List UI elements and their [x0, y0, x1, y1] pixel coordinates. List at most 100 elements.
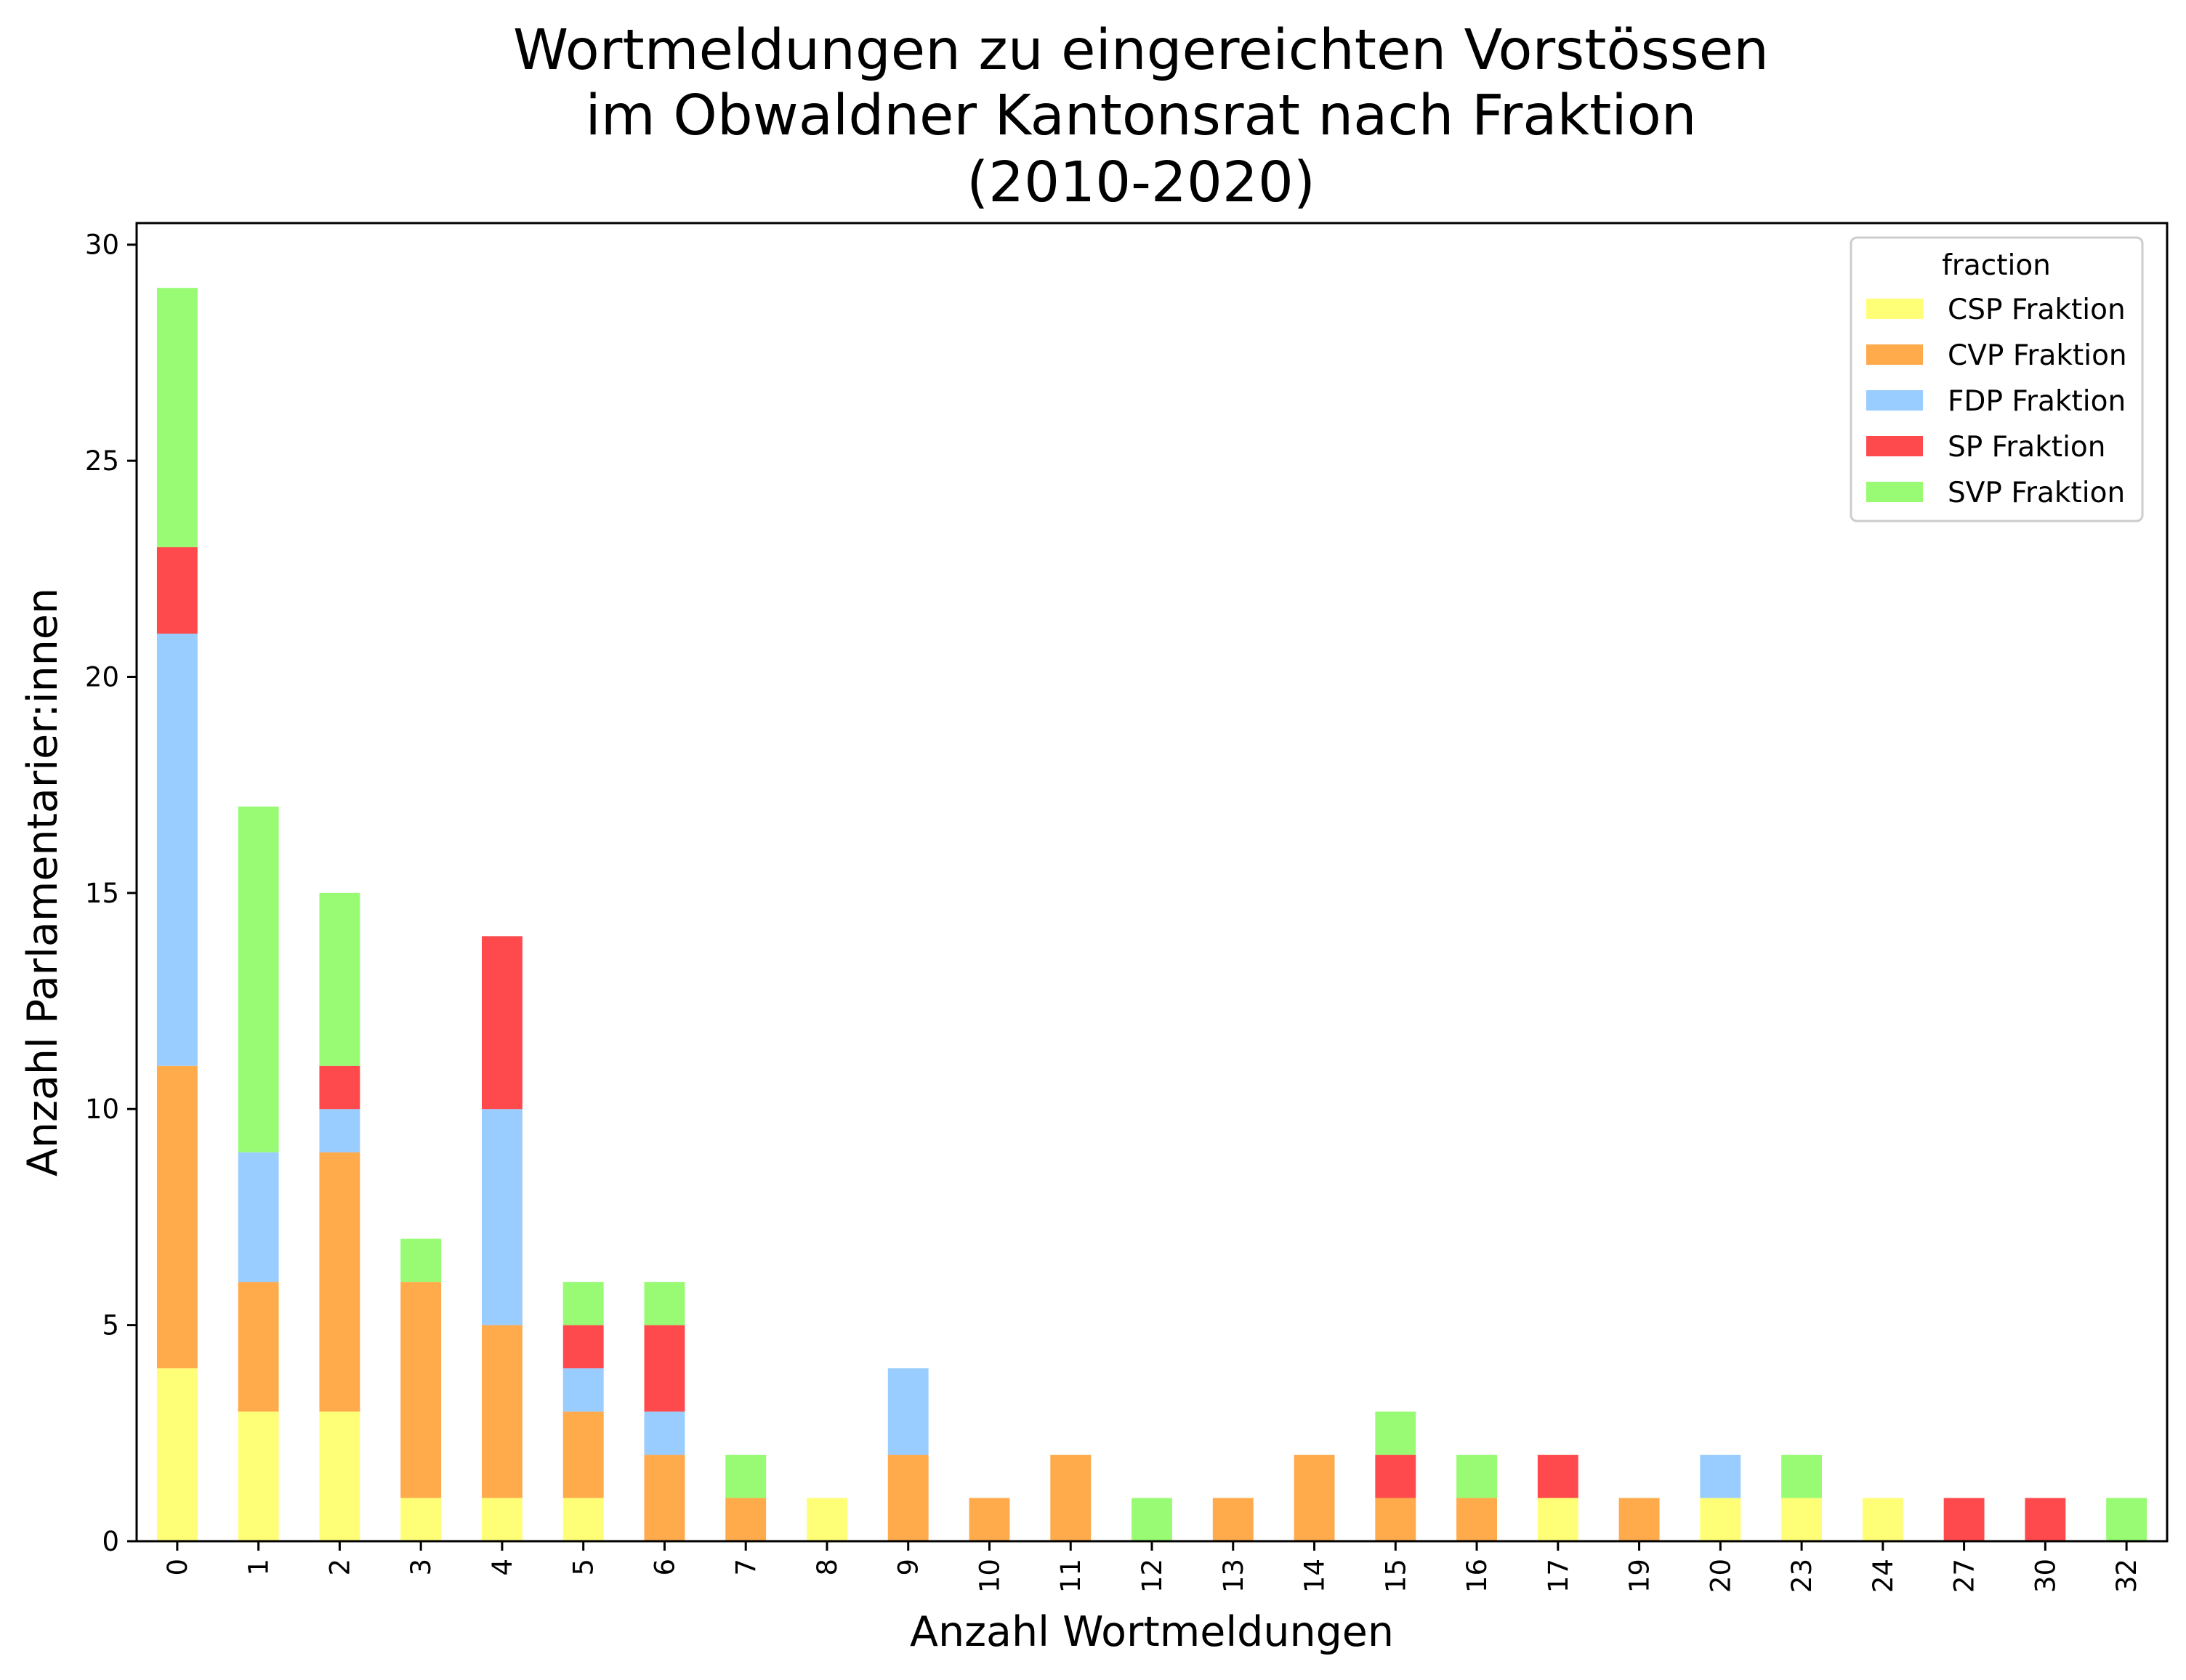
legend: fraction CSP Fraktion CVP Fraktion FDP Fra… [1850, 236, 2144, 522]
bar-segment-fdp-fraktion-4 [481, 1109, 523, 1325]
y-axis-label: Anzahl Parlamentarier:innen [19, 588, 67, 1176]
x-tick-label: 17 [1543, 1559, 1574, 1593]
bar-segment-fdp-fraktion-9 [887, 1368, 929, 1455]
bar-segment-svp-fraktion-5 [562, 1282, 604, 1325]
x-tick-label: 10 [974, 1559, 1005, 1593]
bar-segment-svp-fraktion-3 [400, 1238, 442, 1283]
bar-segment-fdp-fraktion-1 [238, 1152, 279, 1283]
bar-segment-cvp-fraktion-9 [887, 1455, 929, 1541]
bar-segment-cvp-fraktion-16 [1456, 1498, 1497, 1541]
x-tick-label: 20 [1705, 1559, 1736, 1593]
chart-title: Wortmeldungen zu eingereichten Vorstösse… [513, 18, 1769, 215]
bar-segment-csp-fraktion-17 [1537, 1498, 1578, 1541]
legend-swatch [1866, 344, 1923, 365]
y-tick-label: 20 [85, 661, 119, 692]
bar-segment-cvp-fraktion-4 [481, 1325, 523, 1498]
x-tick-label: 30 [2030, 1559, 2061, 1593]
bar-segment-cvp-fraktion-5 [562, 1411, 604, 1498]
bar-segment-sp-fraktion-17 [1537, 1455, 1578, 1498]
chart-title-line-3: (2010-2020) [967, 150, 1315, 215]
bar-segment-csp-fraktion-0 [156, 1368, 198, 1541]
x-tick-label: 14 [1299, 1559, 1331, 1593]
x-tick-label: 6 [649, 1559, 680, 1576]
x-tick-label: 11 [1055, 1559, 1086, 1593]
bar-segment-sp-fraktion-27 [1943, 1498, 1985, 1541]
legend-swatch [1866, 436, 1923, 456]
x-tick-label: 8 [812, 1559, 843, 1576]
y-tick-label: 0 [102, 1526, 119, 1557]
bar-segment-cvp-fraktion-2 [319, 1152, 360, 1412]
x-tick-label: 32 [2111, 1559, 2142, 1593]
x-axis: 0 1 2 3 4 5 6 7 8 9 10 11 12 13 14 15 16 17 19 20 23 24 27 30 32 [162, 1541, 2142, 1593]
bar-segment-svp-fraktion-2 [319, 892, 360, 1066]
x-tick-label: 23 [1786, 1559, 1818, 1593]
x-tick-label: 9 [893, 1559, 924, 1576]
bar-segment-svp-fraktion-15 [1375, 1411, 1416, 1455]
legend-label: FDP Fraktion [1948, 385, 2126, 418]
x-tick-label: 15 [1380, 1559, 1411, 1593]
bar-segment-csp-fraktion-2 [319, 1411, 360, 1541]
bar-segment-svp-fraktion-6 [644, 1282, 685, 1325]
bar-segment-svp-fraktion-1 [238, 806, 279, 1152]
bar-segment-cvp-fraktion-3 [400, 1282, 442, 1498]
bar-segment-svp-fraktion-32 [2106, 1498, 2147, 1541]
bar-group [156, 288, 2147, 1541]
bar-segment-sp-fraktion-30 [2025, 1498, 2066, 1541]
bar-segment-svp-fraktion-23 [1781, 1455, 1823, 1498]
bar-segment-sp-fraktion-6 [644, 1325, 685, 1412]
bar-segment-cvp-fraktion-10 [969, 1498, 1010, 1541]
x-tick-label: 3 [406, 1559, 437, 1576]
y-axis: 0 5 10 15 20 25 30 [85, 230, 137, 1557]
x-tick-label: 4 [487, 1559, 518, 1576]
bar-segment-csp-fraktion-5 [562, 1498, 604, 1541]
bar-segment-fdp-fraktion-2 [319, 1109, 360, 1152]
bar-segment-cvp-fraktion-11 [1050, 1455, 1092, 1541]
x-tick-label: 7 [730, 1559, 762, 1576]
x-tick-label: 2 [324, 1559, 355, 1576]
legend-title: fraction [1942, 249, 2051, 282]
legend-swatch [1866, 482, 1923, 502]
bar-segment-cvp-fraktion-0 [156, 1065, 198, 1369]
x-tick-label: 19 [1624, 1559, 1655, 1593]
legend-frame [1850, 236, 2144, 522]
bar-segment-cvp-fraktion-6 [644, 1455, 685, 1541]
legend-label: CVP Fraktion [1948, 339, 2127, 372]
bar-segment-cvp-fraktion-1 [238, 1282, 279, 1412]
bar-segment-cvp-fraktion-15 [1375, 1498, 1416, 1541]
chart-title-line-1: Wortmeldungen zu eingereichten Vorstösse… [513, 18, 1769, 83]
bar-segment-sp-fraktion-2 [319, 1065, 360, 1110]
bar-segment-cvp-fraktion-14 [1294, 1455, 1335, 1541]
bar-segment-fdp-fraktion-0 [156, 634, 198, 1066]
x-axis-label: Anzahl Wortmeldungen [910, 1608, 1394, 1656]
legend-label: SP Fraktion [1948, 431, 2106, 464]
bar-segment-fdp-fraktion-6 [644, 1411, 685, 1455]
y-tick-label: 25 [85, 445, 119, 477]
y-tick-label: 15 [85, 878, 119, 909]
x-tick-label: 27 [1949, 1559, 1980, 1593]
bar-segment-csp-fraktion-23 [1781, 1498, 1823, 1541]
legend-swatch [1866, 390, 1923, 411]
bar-segment-svp-fraktion-16 [1456, 1455, 1497, 1498]
bar-segment-cvp-fraktion-7 [725, 1498, 767, 1541]
bar-segment-csp-fraktion-8 [807, 1498, 847, 1541]
chart-title-line-2: im Obwaldner Kantonsrat nach Fraktion [585, 84, 1696, 148]
x-tick-label: 24 [1868, 1559, 1899, 1593]
bar-segment-csp-fraktion-4 [481, 1498, 523, 1541]
bar-segment-sp-fraktion-15 [1375, 1455, 1416, 1498]
bar-segment-cvp-fraktion-13 [1212, 1498, 1254, 1541]
plot-frame [135, 222, 2169, 1543]
bar-segment-csp-fraktion-1 [238, 1411, 279, 1541]
bar-segment-sp-fraktion-5 [562, 1325, 604, 1369]
legend-label: SVP Fraktion [1948, 477, 2125, 509]
y-tick-label: 30 [85, 230, 119, 261]
y-tick-label: 10 [85, 1094, 119, 1125]
bar-segment-sp-fraktion-4 [481, 936, 523, 1110]
x-tick-label: 16 [1461, 1559, 1493, 1593]
bar-segment-fdp-fraktion-5 [562, 1368, 604, 1412]
y-tick-label: 5 [102, 1310, 119, 1341]
x-tick-label: 5 [568, 1559, 600, 1576]
bar-segment-csp-fraktion-24 [1862, 1498, 1903, 1541]
bar-segment-cvp-fraktion-19 [1618, 1498, 1660, 1541]
